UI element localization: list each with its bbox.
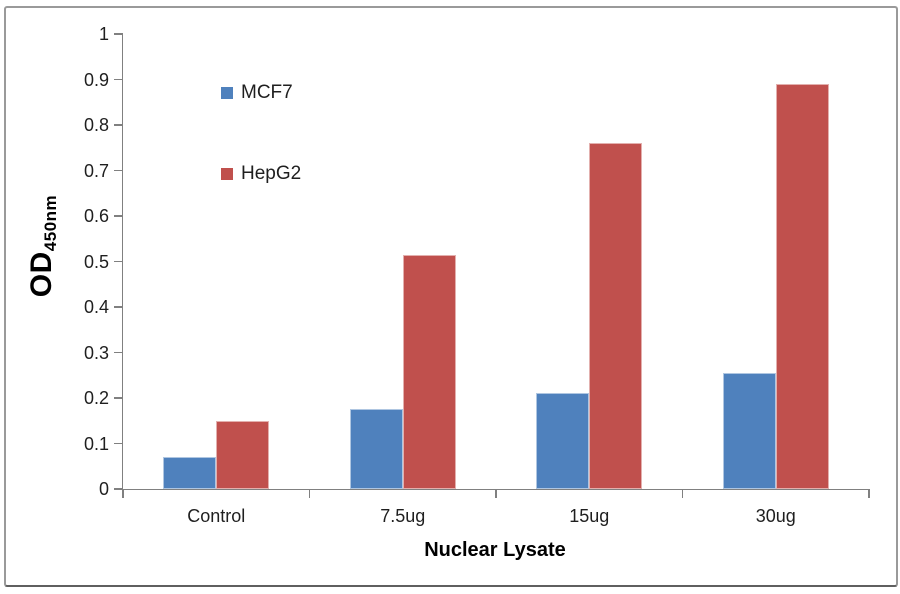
y-axis-tick [114,78,123,81]
y-axis-tick-label: 0.7 [83,160,109,181]
y-axis-tick [114,397,123,399]
bar-mcf7-7.5ug [349,409,403,489]
x-axis-tick [308,489,311,498]
y-axis-tick [114,169,123,172]
y-axis-title: OD450nm [25,194,60,298]
y-axis-title-text: OD [25,251,58,298]
y-axis-title-subscript: 450nm [41,194,60,252]
x-axis-tick [122,489,124,498]
x-axis-category-label: 7.5ug [380,506,426,526]
legend-swatch-icon [221,87,233,99]
y-axis-tick-label: 0.2 [83,388,109,408]
y-axis-tick-label: 1 [98,24,109,44]
x-axis-category-label: 15ug [569,506,610,526]
y-axis-tick [114,33,123,35]
x-axis-category-label: 30ug [755,506,796,526]
y-axis-tick-label: 0.5 [83,251,109,272]
y-axis-tick [114,488,123,490]
y-axis-tick [114,442,123,445]
legend-label: MCF7 [241,82,293,103]
bar-hepg2-15ug [589,143,642,489]
y-axis-tick-label: 0.1 [83,433,109,454]
y-axis-tick [114,306,123,308]
bar-hepg2-30ug [775,84,829,489]
plot-area: 0 0.1 0.2 0.3 0.4 0.5 0.6 0.7 0.8 0.9 1 Control 7.5u… [84,24,870,526]
bar-mcf7-15ug [536,393,589,489]
x-axis-tick [495,489,497,498]
bar-mcf7-control [163,457,216,489]
legend-swatch-icon [221,168,233,180]
y-axis-tick [114,215,123,217]
legend-entry-mcf7: MCF7 [221,82,293,104]
legend-label: HepG2 [241,163,302,184]
bar-hepg2-7.5ug [402,254,456,489]
y-axis-tick-label: 0.9 [83,69,109,90]
legend-entry-hepg2: HepG2 [221,163,301,185]
bar-mcf7-30ug [722,372,776,489]
y-axis-tick [114,351,123,354]
y-axis-tick [114,260,123,263]
y-axis-tick-label: 0.3 [83,342,109,363]
bar-hepg2-control [216,420,269,489]
y-axis-tick-label: 0.6 [83,206,109,226]
x-axis-tick [681,489,684,498]
x-axis-tick [868,489,870,498]
x-axis-category-label: Control [187,506,246,526]
y-axis-tick-label: 0 [98,479,109,499]
x-axis-title: Nuclear Lysate [424,539,566,561]
y-axis-tick-label: 0.4 [83,297,109,317]
y-axis-tick [114,124,123,126]
y-axis-tick-label: 0.8 [83,115,109,135]
